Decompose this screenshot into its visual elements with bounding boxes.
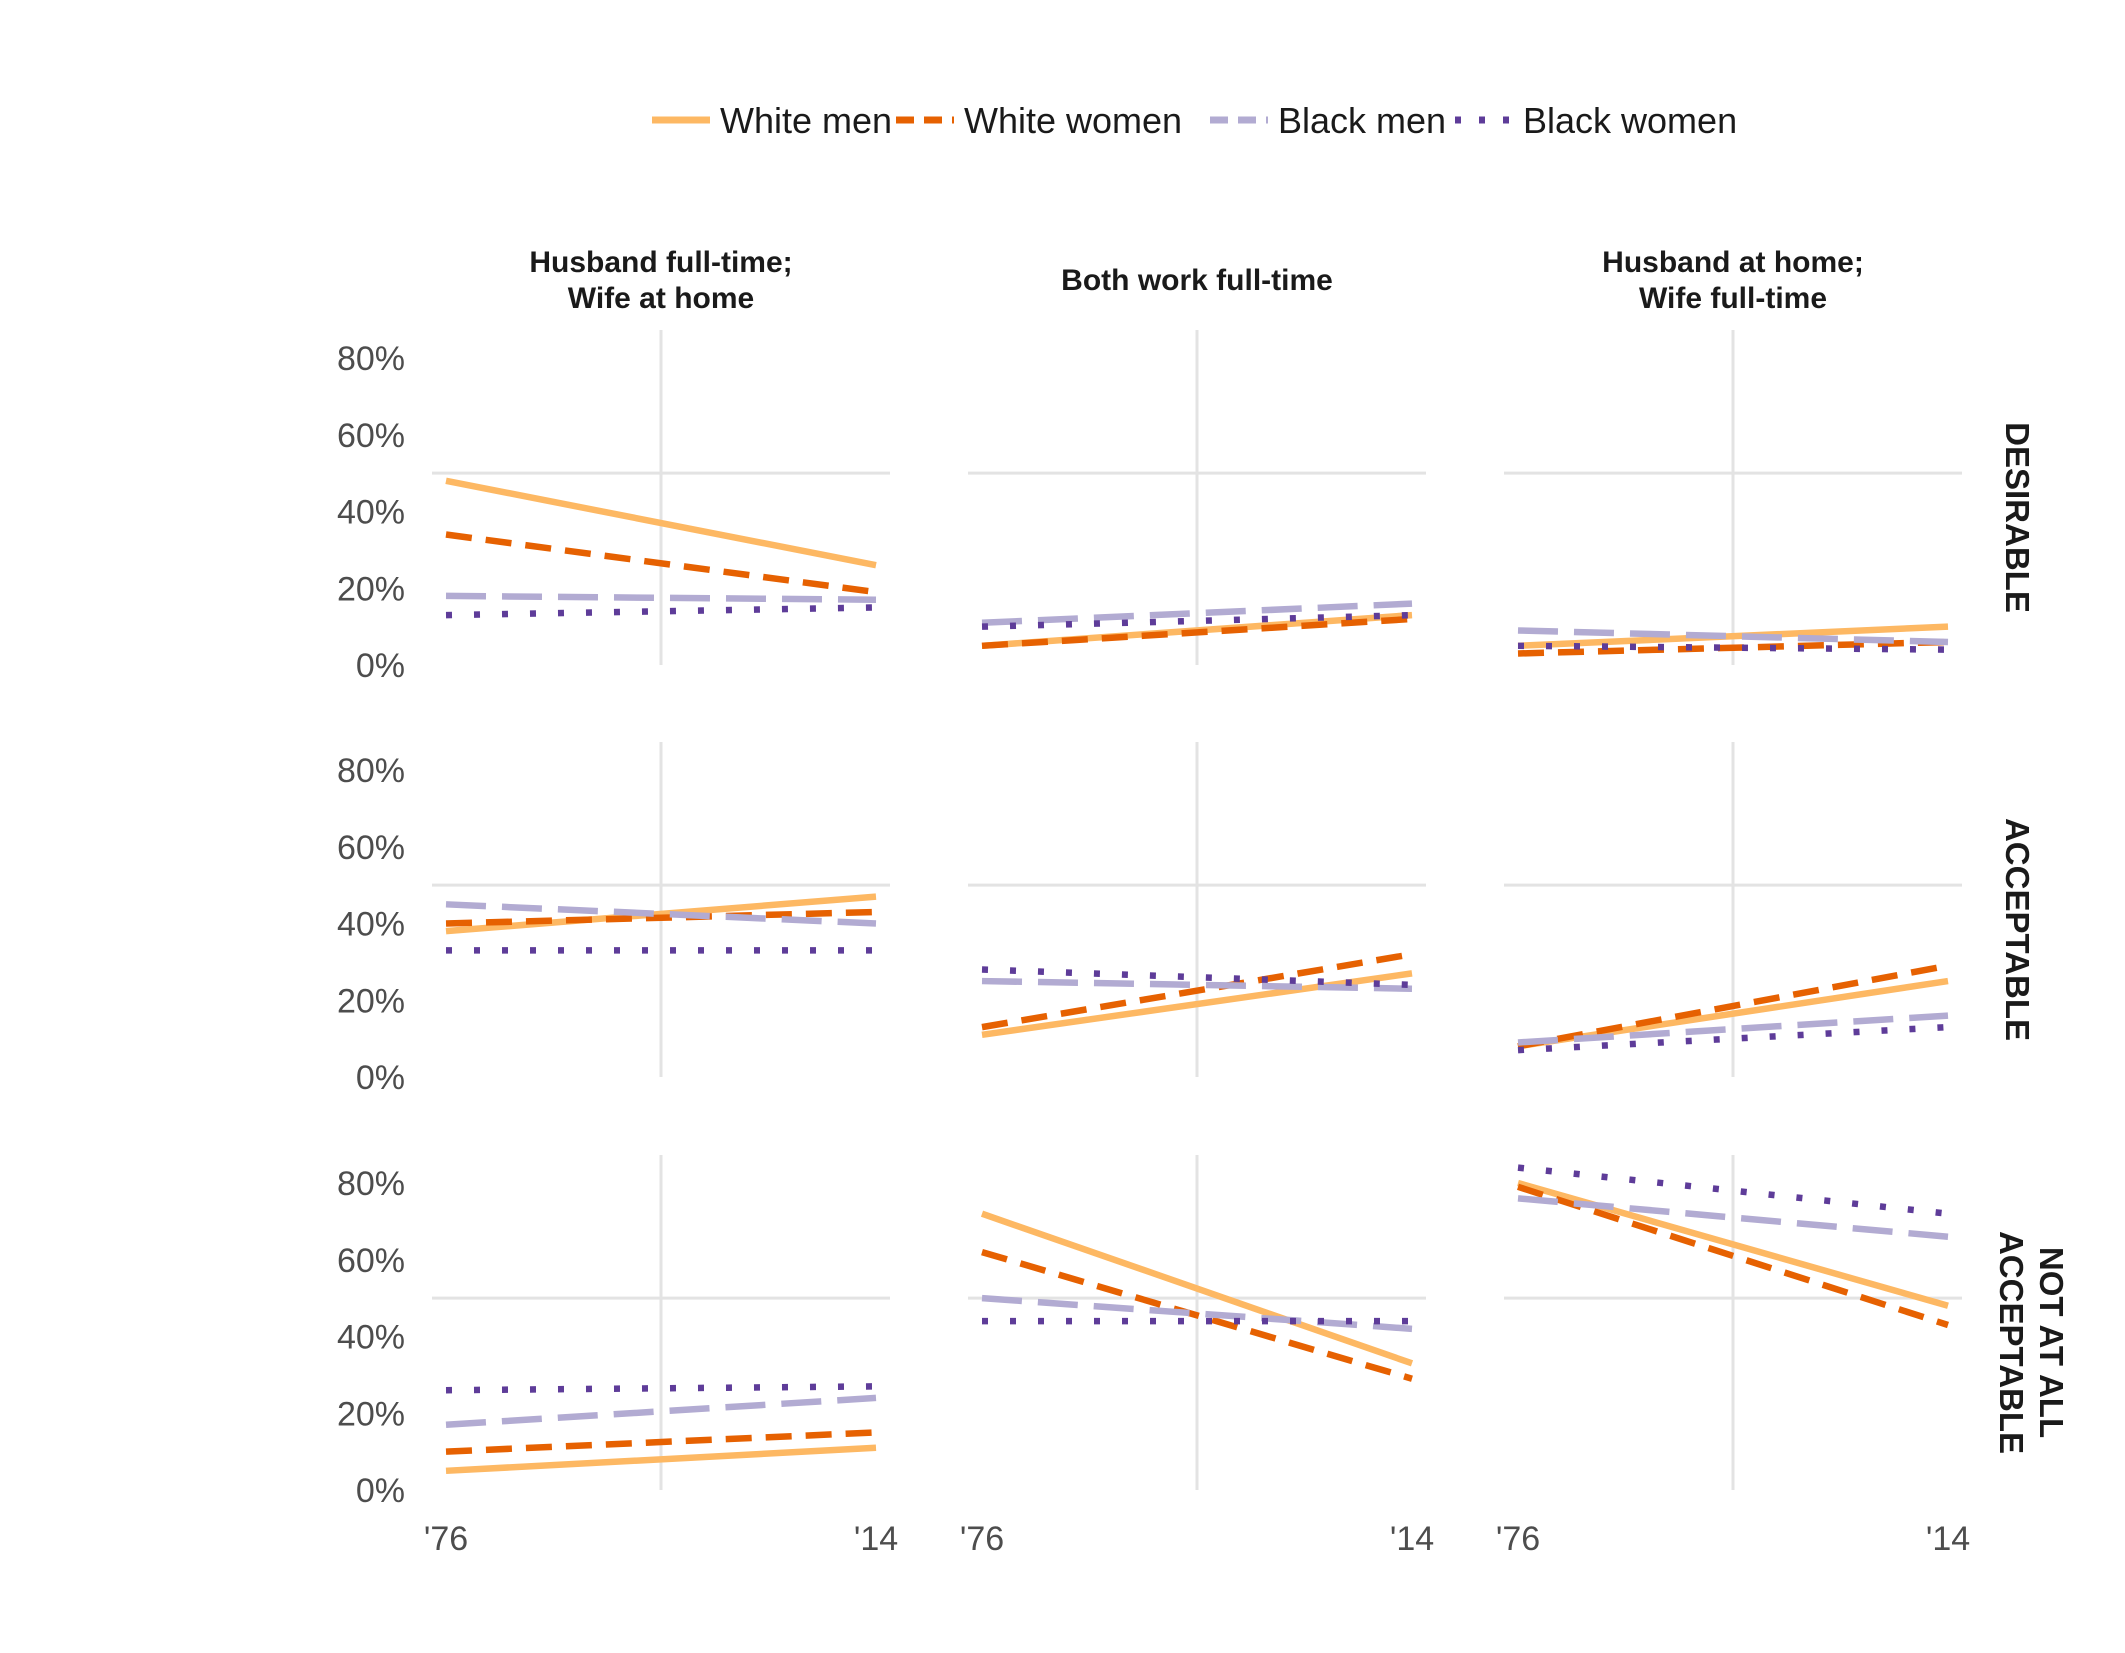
row-title: DESIRABLE <box>1999 422 2036 613</box>
y-tick-label: 40% <box>337 906 405 944</box>
y-tick-label: 0% <box>356 1059 405 1097</box>
y-tick-label: 0% <box>356 647 405 685</box>
legend-label: White women <box>964 100 1182 141</box>
column-title: Wife at home <box>568 282 754 315</box>
series-line-black-men <box>1517 627 1949 646</box>
y-tick-label: 80% <box>337 752 405 790</box>
y-tick-label: 60% <box>337 829 405 867</box>
series-line-white-men <box>445 893 877 935</box>
series-line-black-men <box>981 977 1413 992</box>
column-title: Husband at home; <box>1602 246 1864 279</box>
series-line-black-men <box>445 901 877 927</box>
column-title: Both work full-time <box>1061 264 1333 297</box>
series-line-white-women <box>981 615 1413 650</box>
x-tick-label: '14 <box>1390 1520 1434 1558</box>
y-tick-label: 60% <box>337 417 405 455</box>
y-tick-label: 0% <box>356 1472 405 1510</box>
y-tick-label: 40% <box>337 1319 405 1357</box>
y-tick-label: 60% <box>337 1242 405 1280</box>
series-line-white-women <box>1517 638 1949 657</box>
series-line-white-women <box>445 1429 877 1455</box>
series-line-white-men <box>981 970 1413 1039</box>
series-line-white-women <box>981 950 1413 1031</box>
x-tick-label: '14 <box>1926 1520 1970 1558</box>
row-title: NOT AT ALL <box>2033 1247 2070 1438</box>
row-title: ACCEPTABLE <box>1999 818 2036 1041</box>
y-tick-label: 20% <box>337 982 405 1020</box>
x-tick-label: '76 <box>960 1520 1004 1558</box>
series-line-black-men <box>1517 1012 1949 1046</box>
y-tick-label: 80% <box>337 340 405 378</box>
y-tick-label: 40% <box>337 494 405 532</box>
series-line-white-men <box>980 1210 1414 1367</box>
series-line-white-women <box>1517 1183 1949 1329</box>
series-line-black-men <box>1517 1195 1949 1240</box>
series-line-black-men <box>981 1294 1413 1333</box>
series-line-black-men <box>445 592 877 604</box>
series-line-white-men <box>1517 623 1949 650</box>
x-tick-label: '14 <box>854 1520 898 1558</box>
series-line-white-women <box>445 531 877 596</box>
series-line-white-women <box>981 1248 1413 1382</box>
row-title: ACCEPTABLE <box>1993 1231 2030 1454</box>
y-tick-label: 80% <box>337 1165 405 1203</box>
column-title: Husband full-time; <box>529 246 792 279</box>
legend-label: Black women <box>1523 100 1737 141</box>
legend-label: Black men <box>1278 100 1446 141</box>
series-line-black-men <box>445 1394 877 1429</box>
x-tick-label: '76 <box>1496 1520 1540 1558</box>
y-tick-label: 20% <box>337 1395 405 1433</box>
series-line-black-men <box>981 600 1413 627</box>
y-tick-label: 20% <box>337 570 405 608</box>
x-tick-label: '76 <box>424 1520 468 1558</box>
column-title: Wife full-time <box>1639 282 1827 315</box>
series-line-white-men <box>445 477 877 569</box>
series-line-white-women <box>1517 962 1949 1050</box>
series-line-white-men <box>445 1444 877 1475</box>
series-line-white-women <box>445 908 877 927</box>
legend-label: White men <box>720 100 892 141</box>
